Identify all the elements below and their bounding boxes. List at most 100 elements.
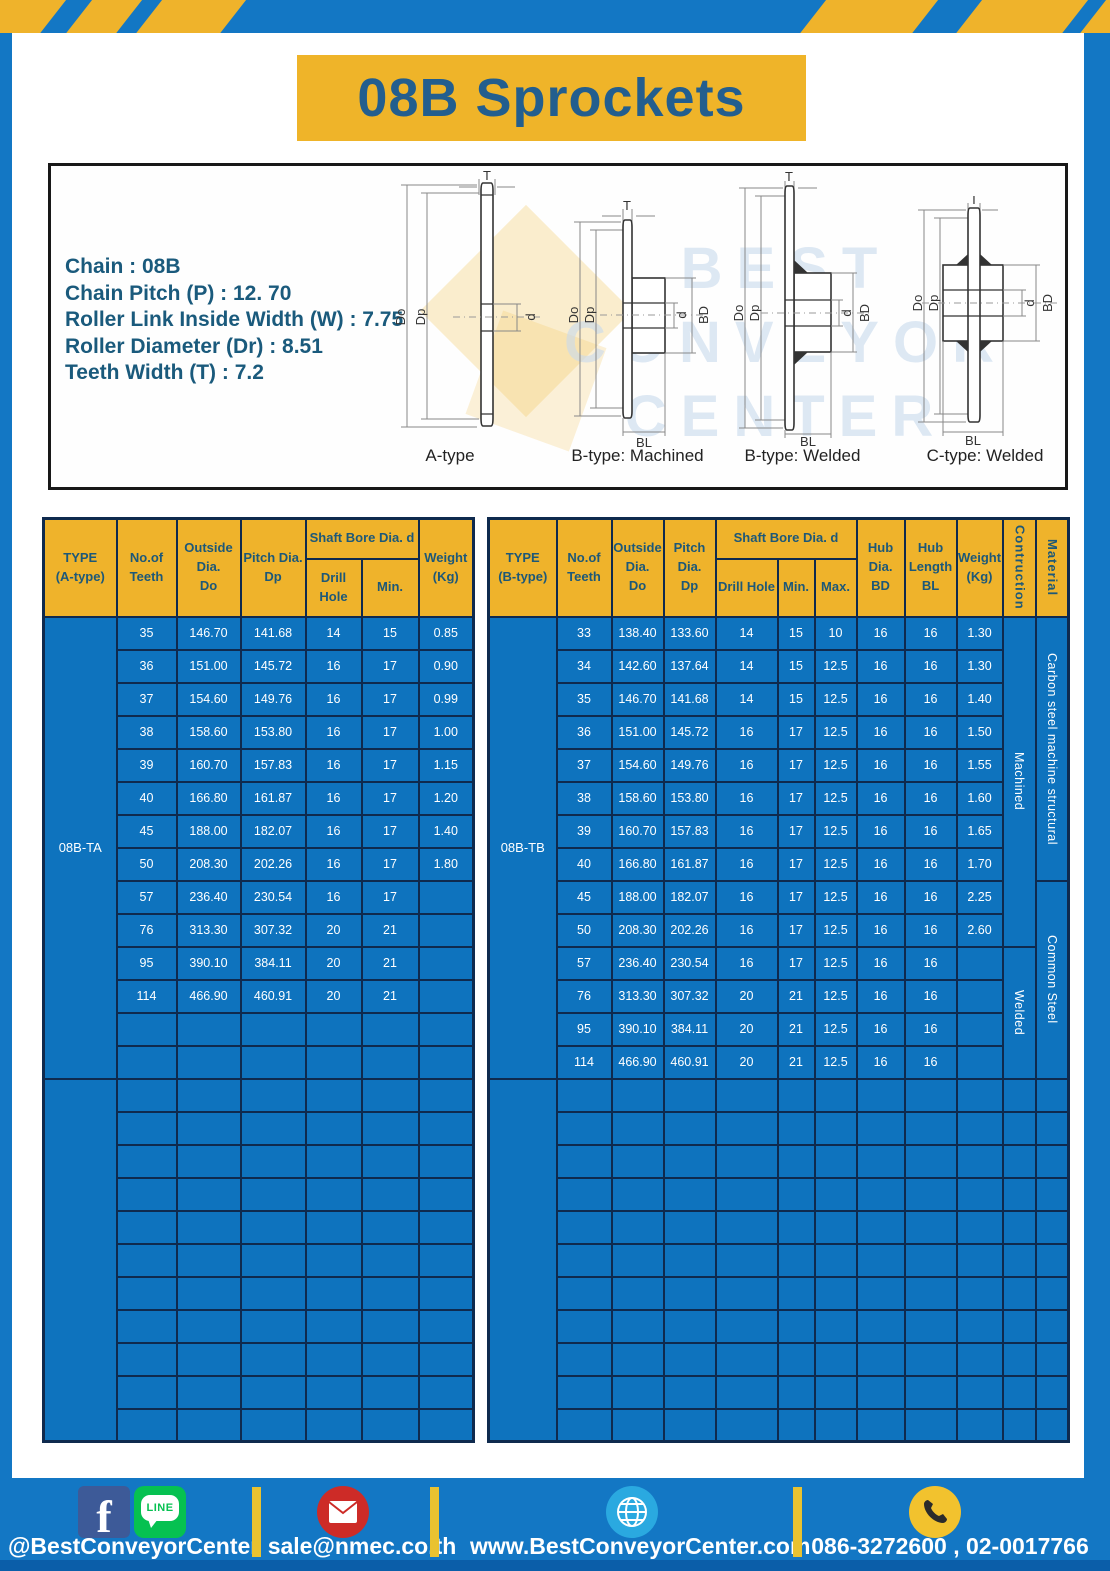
dim-label-Do: Do (910, 295, 925, 312)
table-cell (955, 1110, 1004, 1146)
table-cell: 1.70 (955, 846, 1004, 882)
table-cell: 16 (903, 648, 958, 684)
table-cell: 16 (903, 780, 958, 816)
col-header-type: TYPE (A-type) (42, 517, 118, 618)
table-cell: 16 (714, 846, 779, 882)
dim-label-BD: BD (696, 306, 711, 324)
table-cell (1034, 1308, 1070, 1344)
col-header-hub-length: Hub Length BL (903, 517, 958, 618)
table-cell (417, 1341, 475, 1377)
table-cell: 57 (555, 945, 613, 981)
table-cell (360, 1341, 420, 1377)
table-cell (115, 1242, 178, 1278)
table-cell: 40 (555, 846, 613, 882)
table-cell (714, 1341, 779, 1377)
table-cell (610, 1275, 665, 1311)
table-cell (1034, 1374, 1070, 1410)
table-cell: 21 (360, 912, 420, 948)
table-cell: 12.5 (813, 714, 858, 750)
table-cell: 230.54 (662, 945, 717, 981)
table-cell: 16 (903, 978, 958, 1014)
table-row (489, 1407, 1070, 1443)
table-cell: 16 (903, 912, 958, 948)
table-row (489, 1275, 1070, 1311)
b-type-machined-caption: B-type: Machined (571, 446, 704, 465)
col-header-outside-dia: Outside Dia. Do (175, 517, 242, 618)
table-cell: 12.5 (813, 747, 858, 783)
table-cell: 16 (855, 846, 906, 882)
table-cell: 236.40 (175, 879, 242, 915)
table-row (44, 1308, 475, 1344)
table-cell: 16 (855, 912, 906, 948)
table-cell: 17 (360, 813, 420, 849)
table-row: 50 208.30 202.26 16 17 12.5 16 16 2.60 (489, 912, 1069, 948)
table-cell (175, 1077, 242, 1113)
table-cell: 466.90 (175, 978, 242, 1014)
table-cell: 166.80 (175, 780, 242, 816)
table-cell (175, 1209, 242, 1245)
table-row: 38 158.60 153.80 16 17 12.5 16 16 1.60 (489, 780, 1069, 816)
table-row (489, 1209, 1070, 1245)
col-header-weight: Weight (Kg) (417, 517, 475, 618)
table-cell: 16 (903, 813, 958, 849)
table-cell (776, 1209, 816, 1245)
table-cell: 208.30 (175, 846, 242, 882)
table-cell (610, 1407, 665, 1443)
table-cell: 142.60 (610, 648, 665, 684)
table-cell: 17 (776, 846, 816, 882)
table-cell: 157.83 (662, 813, 717, 849)
footer-divider (430, 1487, 439, 1557)
table-cell (555, 1308, 613, 1344)
table-cell (555, 1077, 613, 1113)
table-cell (855, 1407, 906, 1443)
table-cell (417, 1308, 475, 1344)
table-row: 57 236.40 230.54 16 17 12.5 16 16 Welded (489, 945, 1069, 1080)
table-cell (1034, 1242, 1070, 1278)
table-cell: 16 (855, 780, 906, 816)
table-cell (417, 912, 475, 948)
type-cell (42, 1077, 118, 1443)
table-cell (360, 1407, 420, 1443)
table-cell (955, 1077, 1004, 1113)
table-cell: 45 (555, 879, 613, 915)
title-banner: 08B Sprockets (297, 55, 806, 141)
table-row (44, 1374, 475, 1410)
table-cell: 20 (304, 945, 363, 981)
table-cell (855, 1242, 906, 1278)
table-cell: 12.5 (813, 780, 858, 816)
table-cell: 16 (304, 648, 363, 684)
table-cell: 137.64 (662, 648, 717, 684)
table-cell: 307.32 (662, 978, 717, 1014)
table-cell (175, 1374, 242, 1410)
table-cell: 17 (776, 780, 816, 816)
table-cell (813, 1209, 858, 1245)
table-cell (360, 1209, 420, 1245)
table-cell: 313.30 (175, 912, 242, 948)
table-cell: 466.90 (610, 1044, 665, 1080)
table-cell (776, 1110, 816, 1146)
table-cell (662, 1341, 717, 1377)
table-cell: 36 (555, 714, 613, 750)
table-cell: 182.07 (662, 879, 717, 915)
table-row: 35 146.70 141.68 14 15 12.5 16 16 1.40 (489, 681, 1069, 717)
stripe-decoration (124, 0, 256, 33)
table-cell: 114 (555, 1044, 613, 1080)
col-header-outside-dia: Outside Dia. Do (610, 517, 665, 618)
table-cell: 16 (855, 1044, 906, 1080)
facebook-glyph: f (96, 1491, 112, 1539)
table-cell (610, 1110, 665, 1146)
a-type-caption: A-type (425, 446, 475, 465)
type-cell (487, 1077, 558, 1443)
table-cell: 151.00 (610, 714, 665, 750)
table-cell (662, 1209, 717, 1245)
table-cell (239, 1044, 307, 1080)
table-cell (903, 1077, 958, 1113)
table-cell (115, 1044, 178, 1080)
table-cell: 16 (855, 615, 906, 651)
table-cell (115, 1275, 178, 1311)
vert: Welded (1001, 945, 1037, 1080)
table-cell: 95 (115, 945, 178, 981)
table-cell (360, 1077, 420, 1113)
email-icon (317, 1486, 369, 1538)
table-row: 95 390.10 384.11 20 21 12.5 16 16 (489, 1011, 1069, 1047)
